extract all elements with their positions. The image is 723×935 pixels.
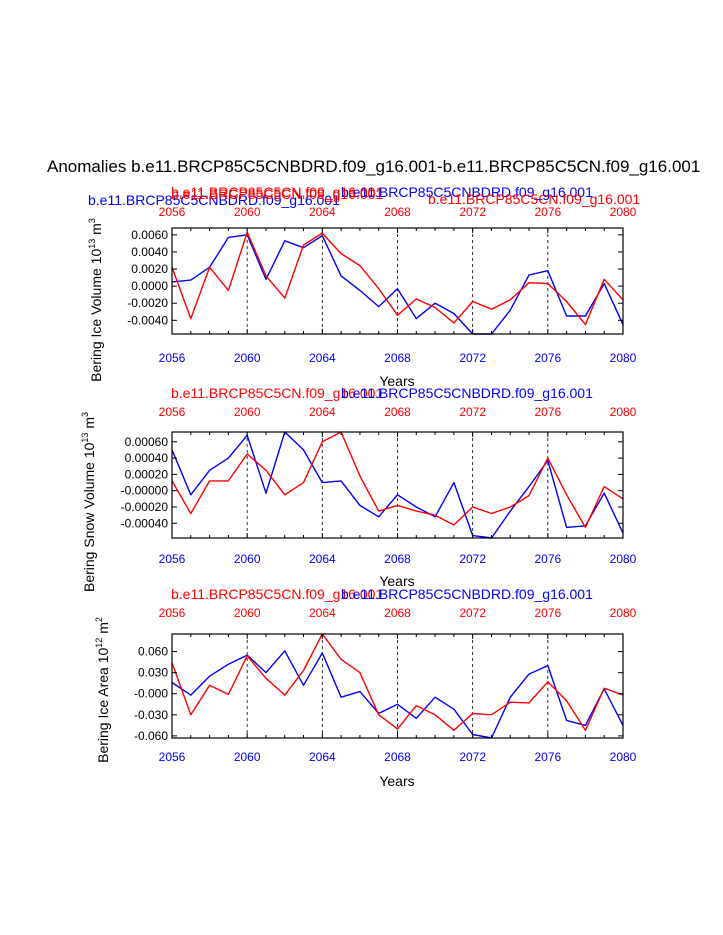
x-tick-label-bottom: 2068	[384, 351, 411, 365]
x-tick-label-top: 2080	[610, 606, 637, 620]
x-tick-label-top: 2068	[384, 205, 411, 219]
x-tick-label-bottom: 2080	[610, 351, 637, 365]
y-axis-label: Bering Ice Volume 1013 m3	[87, 218, 104, 382]
y-tick-label: 0.0040	[131, 245, 168, 259]
y-tick-label: 0.0020	[131, 262, 168, 276]
x-tick-label-bottom: 2080	[610, 552, 637, 566]
series-line-blue	[171, 234, 624, 335]
x-tick-label-bottom: 2056	[159, 750, 186, 764]
x-axis-label: Years	[379, 373, 414, 389]
panel-title-red: b.e11.BRCP85C5CN.f09_g16.001	[171, 385, 383, 401]
x-tick-label-bottom: 2064	[309, 552, 336, 566]
y-tick-label: 0.0000	[131, 279, 168, 293]
x-tick-label-bottom: 2060	[234, 351, 261, 365]
y-tick-label: 0.00020	[125, 467, 169, 481]
y-tick-label: -0.060	[134, 729, 168, 743]
x-tick-label-bottom: 2064	[309, 351, 336, 365]
x-tick-label-top: 2080	[610, 405, 637, 419]
y-tick-label: -0.00040	[121, 516, 169, 530]
panel-title-red: b.e11.BRCP85C5CN.f09_g16.001	[171, 586, 383, 602]
x-tick-label-top: 2076	[534, 205, 561, 219]
y-tick-label: -0.0020	[127, 296, 168, 310]
top-label-red-right: b.e11.BRCP85C5CN.f09_g16.001	[428, 191, 640, 207]
top-label-blue-center: b.e11.BRCP85C5CNBDRD.f09_g16.001	[341, 184, 593, 200]
x-tick-label-bottom: 2076	[534, 552, 561, 566]
x-tick-label-bottom: 2080	[610, 750, 637, 764]
x-tick-label-top: 2068	[384, 606, 411, 620]
x-tick-label-top: 2076	[534, 405, 561, 419]
x-tick-label-top: 2076	[534, 606, 561, 620]
series-line-red	[171, 633, 624, 731]
x-tick-label-top: 2080	[610, 205, 637, 219]
x-tick-label-top: 2056	[159, 205, 186, 219]
y-tick-label: 0.060	[138, 645, 168, 659]
panels-group: 2056 2056 2060 2060 2064 2064 2068 2068 2072 2072…	[80, 186, 637, 789]
y-tick-label: 0.00060	[125, 435, 169, 449]
y-tick-label: 0.0060	[131, 228, 168, 242]
x-tick-label-bottom: 2072	[459, 351, 486, 365]
series-line-red	[171, 431, 624, 529]
x-tick-label-top: 2064	[309, 205, 336, 219]
y-tick-label: -0.00020	[121, 500, 169, 514]
panel-title-red: b.e11.BRCP85C5CN.f09_g16.001	[171, 186, 383, 202]
x-tick-label-bottom: 2060	[234, 750, 261, 764]
y-tick-label: -0.000	[134, 687, 168, 701]
y-tick-label: 0.030	[138, 666, 168, 680]
x-tick-label-bottom: 2056	[159, 552, 186, 566]
x-tick-label-bottom: 2060	[234, 552, 261, 566]
chart-panel-3: 2056 2056 2060 2060 2064 2064 2068 2068 2072 2072…	[94, 586, 637, 789]
x-tick-label-top: 2064	[309, 405, 336, 419]
x-tick-label-bottom: 2064	[309, 750, 336, 764]
y-axis-label: Bering Snow Volume 1013 m3	[80, 412, 97, 592]
chart-panel-1: 2056 2056 2060 2060 2064 2064 2068 2068 2072 2072…	[87, 186, 637, 389]
x-tick-label-bottom: 2068	[384, 552, 411, 566]
x-tick-label-top: 2072	[459, 606, 486, 620]
x-tick-label-bottom: 2072	[459, 552, 486, 566]
y-axis-label: Bering Ice Area 1012 m2	[94, 617, 111, 763]
top-label-red-center: b.e11.BRCP85C5CN.f09_g16.001	[171, 184, 383, 200]
x-tick-label-bottom: 2076	[534, 750, 561, 764]
x-tick-label-bottom: 2072	[459, 750, 486, 764]
panel-title-blue: b.e11.BRCP85C5CNBDRD.f09_g16.001	[341, 385, 593, 401]
x-tick-label-top: 2060	[234, 606, 261, 620]
main-title: Anomalies b.e11.BRCP85C5CNBDRD.f09_g16.0…	[47, 157, 700, 176]
y-tick-label: -0.00000	[121, 484, 169, 498]
x-tick-label-bottom: 2076	[534, 351, 561, 365]
x-tick-label-top: 2072	[459, 205, 486, 219]
x-tick-label-top: 2064	[309, 606, 336, 620]
x-tick-label-top: 2060	[234, 405, 261, 419]
x-tick-label-top: 2072	[459, 405, 486, 419]
x-tick-label-bottom: 2056	[159, 351, 186, 365]
x-tick-label-top: 2056	[159, 606, 186, 620]
x-axis-label: Years	[379, 573, 414, 589]
panel-title-blue: b.e11.BRCP85C5CNBDRD.f09_g16.001	[341, 586, 593, 602]
x-axis-label: Years	[379, 773, 414, 789]
x-tick-label-top: 2056	[159, 405, 186, 419]
top-label-blue-left: b.e11.BRCP85C5CNBDRD.f09_g16.001	[88, 192, 340, 208]
y-tick-label: -0.030	[134, 708, 168, 722]
x-tick-label-bottom: 2068	[384, 750, 411, 764]
chart-panel-2: 2056 2056 2060 2060 2064 2064 2068 2068 2072 2072…	[80, 385, 637, 592]
x-tick-label-top: 2068	[384, 405, 411, 419]
y-tick-label: 0.00040	[125, 451, 169, 465]
y-tick-label: -0.0040	[127, 313, 168, 327]
x-tick-label-top: 2060	[234, 205, 261, 219]
